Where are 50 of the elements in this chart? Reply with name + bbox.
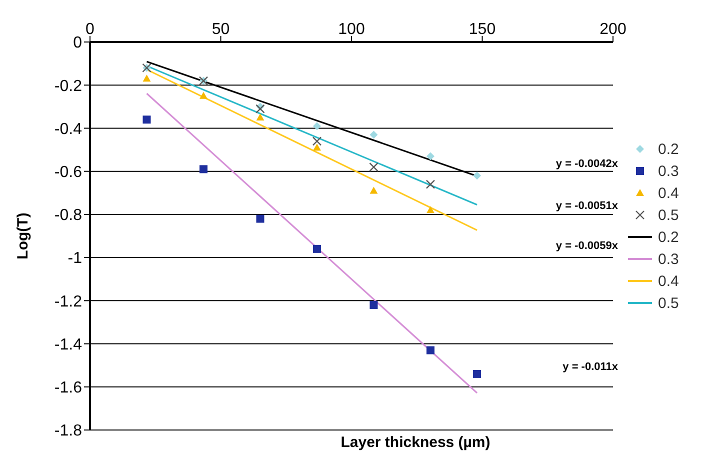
x-axis-title: Layer thickness (µm) xyxy=(340,434,490,451)
point xyxy=(369,162,378,172)
y-tick-label: -0.6 xyxy=(54,164,82,182)
point xyxy=(473,172,482,180)
point xyxy=(256,104,265,114)
y-axis-title: Log(T) xyxy=(14,212,32,260)
y-tick-label: -0.4 xyxy=(54,120,82,138)
point xyxy=(142,116,151,124)
point xyxy=(312,244,321,253)
point xyxy=(370,186,378,194)
point xyxy=(370,300,378,309)
legend-label: 0.5 xyxy=(658,206,679,224)
legend-label: 0.3 xyxy=(658,250,679,268)
y-tick-label: -0.8 xyxy=(54,207,82,224)
x-tick-label: 50 xyxy=(212,21,230,38)
annotation: y = -0.011x xyxy=(562,361,618,373)
legend-label: 0.4 xyxy=(658,272,679,290)
point xyxy=(256,113,264,120)
x-tick-label: 0 xyxy=(86,21,95,38)
annotation: y = -0.0051x xyxy=(554,200,618,212)
point xyxy=(312,136,322,146)
point xyxy=(370,130,378,139)
y-tick-label: -0.2 xyxy=(54,78,82,95)
point xyxy=(426,180,436,189)
point xyxy=(256,214,264,223)
legend-label: 0.5 xyxy=(658,294,679,312)
point xyxy=(426,206,434,214)
y-tick-label: 0 xyxy=(73,34,82,52)
y-tick-label: -1.8 xyxy=(54,422,82,440)
point xyxy=(473,370,482,378)
legend-label: 0.4 xyxy=(658,184,679,202)
legend-label: 0.2 xyxy=(658,228,679,246)
annotation: y = -0.0042x xyxy=(554,158,618,170)
legend-label: 0.2 xyxy=(658,140,679,158)
point xyxy=(312,122,321,130)
point xyxy=(199,165,208,174)
legend-label: 0.3 xyxy=(658,162,679,180)
y-tick-label: -1.6 xyxy=(54,380,82,397)
y-tick-label: -1.4 xyxy=(54,336,82,354)
point xyxy=(142,74,151,82)
x-tick-label: 150 xyxy=(468,21,496,38)
y-tick-label: -1 xyxy=(68,250,82,268)
point xyxy=(426,152,434,160)
x-tick-label: 200 xyxy=(600,21,626,38)
point xyxy=(312,144,321,151)
x-tick-label: 100 xyxy=(338,21,365,38)
annotation: y = -0.0059x xyxy=(554,240,618,252)
point xyxy=(199,92,208,99)
point xyxy=(426,346,434,354)
y-tick-label: -1.2 xyxy=(54,293,82,310)
